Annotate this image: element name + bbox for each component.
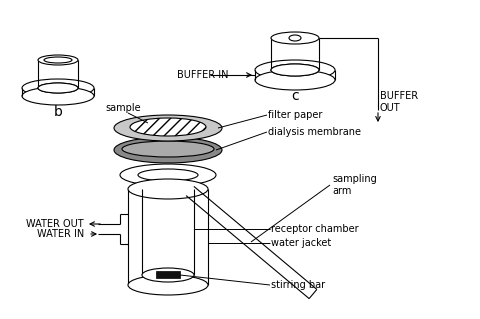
Ellipse shape (22, 79, 94, 97)
Text: water jacket: water jacket (271, 238, 331, 248)
Text: WATER OUT: WATER OUT (26, 219, 84, 229)
Text: receptor chamber: receptor chamber (271, 224, 359, 234)
Text: c: c (291, 89, 299, 103)
Ellipse shape (289, 35, 301, 41)
Ellipse shape (271, 64, 319, 76)
Text: BUFFER IN: BUFFER IN (177, 70, 228, 80)
Ellipse shape (122, 141, 214, 157)
Ellipse shape (22, 87, 94, 105)
Ellipse shape (271, 32, 319, 44)
Ellipse shape (128, 275, 208, 295)
Text: b: b (54, 105, 62, 119)
Text: sampling
arm: sampling arm (332, 174, 377, 196)
Text: WATER IN: WATER IN (37, 229, 84, 239)
Ellipse shape (38, 83, 78, 93)
Ellipse shape (114, 115, 222, 141)
Ellipse shape (120, 164, 216, 186)
Ellipse shape (38, 55, 78, 65)
Ellipse shape (128, 179, 208, 199)
Ellipse shape (255, 60, 335, 80)
Bar (156, 271, 180, 278)
Text: BUFFER
OUT: BUFFER OUT (380, 91, 418, 113)
Ellipse shape (271, 64, 319, 76)
Text: dialysis membrane: dialysis membrane (268, 127, 361, 137)
Text: sample: sample (105, 103, 141, 113)
Text: stirring bar: stirring bar (271, 280, 325, 290)
Ellipse shape (114, 137, 222, 163)
Ellipse shape (38, 83, 78, 93)
Ellipse shape (255, 70, 335, 90)
Ellipse shape (130, 118, 206, 136)
Text: filter paper: filter paper (268, 110, 323, 120)
Ellipse shape (142, 268, 194, 282)
Ellipse shape (138, 169, 198, 181)
